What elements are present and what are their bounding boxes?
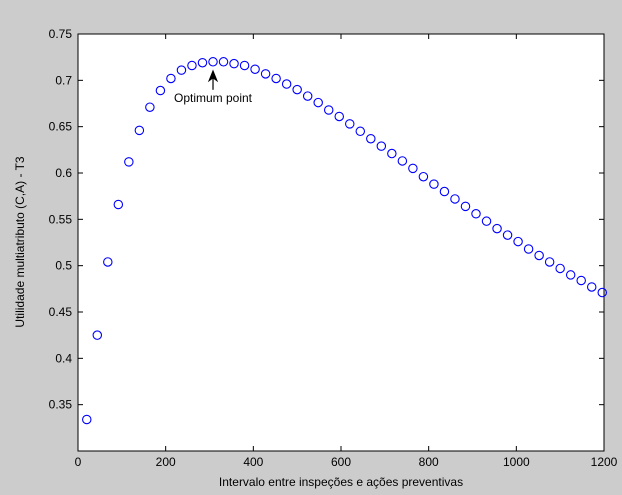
- y-tick-label: 0.7: [55, 73, 72, 87]
- data-point: [513, 236, 523, 247]
- data-point: [439, 186, 450, 197]
- x-axis-label: Intervalo entre inspeções e ações preven…: [219, 475, 463, 489]
- data-point: [145, 102, 155, 112]
- plot-area: [77, 33, 605, 452]
- data-point: [387, 148, 397, 159]
- data-point: [471, 209, 481, 219]
- y-tick-label: 0.6: [55, 166, 72, 180]
- y-tick-label: 0.55: [49, 212, 73, 226]
- x-axis: 0 200 400 600 800 1000 1200: [75, 34, 618, 469]
- x-tick-label: 800: [419, 455, 439, 469]
- data-point: [397, 156, 408, 166]
- data-point: [124, 157, 134, 167]
- data-point: [302, 91, 313, 101]
- data-point: [260, 69, 271, 79]
- data-point: [492, 223, 502, 234]
- data-point: [134, 125, 145, 136]
- data-point: [323, 105, 334, 115]
- data-point: [313, 97, 323, 108]
- data-point: [281, 79, 292, 89]
- data-point: [576, 275, 586, 286]
- data-point: [271, 73, 281, 84]
- data-point: [597, 287, 607, 298]
- data-point: [502, 230, 513, 240]
- data-point: [187, 60, 197, 71]
- x-tick-label: 1000: [503, 455, 530, 469]
- data-point: [229, 58, 239, 69]
- data-point: [429, 179, 439, 189]
- y-tick-label: 0.35: [49, 398, 73, 412]
- data-point: [376, 141, 387, 151]
- data-point: [366, 133, 376, 144]
- data-point: [103, 257, 113, 267]
- data-point: [355, 126, 366, 137]
- y-tick-label: 0.4: [55, 351, 72, 365]
- y-axis-label: Utilidade multiatributo (C,A) - T3: [13, 156, 27, 327]
- data-point: [565, 270, 576, 280]
- y-tick-label: 0.65: [49, 120, 73, 134]
- y-tick-label: 0.45: [49, 305, 73, 319]
- data-point: [544, 257, 555, 267]
- x-tick-label: 400: [243, 455, 263, 469]
- data-point: [555, 263, 565, 274]
- y-axis: 0.35 0.4 0.45 0.5 0.55 0.6 0.65 0.7 0.75: [49, 27, 604, 412]
- data-point: [197, 57, 208, 68]
- data-point: [586, 282, 597, 292]
- data-point: [208, 57, 218, 67]
- y-tick-label: 0.5: [55, 259, 72, 273]
- data-point: [176, 65, 187, 75]
- data-point: [166, 73, 176, 84]
- data-point: [534, 250, 544, 261]
- data-point: [239, 60, 250, 71]
- data-point: [92, 330, 103, 340]
- data-point: [450, 194, 460, 204]
- data-point: [481, 216, 492, 226]
- data-point: [218, 57, 229, 67]
- annotation-label: Optimum point: [174, 91, 253, 105]
- data-point: [155, 85, 166, 96]
- data-point: [460, 201, 471, 212]
- data-point: [418, 171, 429, 182]
- data-point: [408, 163, 418, 174]
- data-point: [523, 244, 534, 254]
- data-points: [82, 57, 607, 425]
- annotations: Optimum point: [174, 69, 253, 105]
- data-point: [334, 111, 344, 122]
- data-point: [82, 414, 92, 425]
- y-tick-label: 0.75: [49, 27, 73, 41]
- data-point: [345, 119, 355, 129]
- x-tick-label: 1200: [591, 455, 618, 469]
- data-point: [292, 84, 302, 95]
- annotation-arrow-head: [207, 69, 219, 83]
- data-point: [250, 64, 260, 74]
- x-tick-label: 600: [331, 455, 351, 469]
- x-tick-label: 0: [75, 455, 82, 469]
- x-tick-label: 200: [156, 455, 176, 469]
- data-point: [113, 199, 124, 210]
